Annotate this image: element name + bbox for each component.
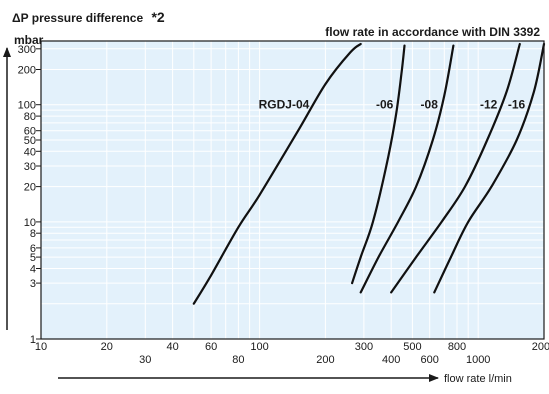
- series-label: RGDJ-04: [259, 98, 310, 112]
- x-tick-label: 1000: [466, 354, 490, 366]
- x-tick-label: 10: [35, 341, 47, 353]
- y-tick-label: 60: [24, 126, 36, 138]
- x-tick-labels: 10 20 40 60 100 300 500 800 2000 30 80 200 400 600 100…: [35, 341, 549, 366]
- y-axis-unit: mbar: [14, 33, 44, 47]
- y-tick-label: 5: [30, 252, 36, 264]
- series-line: [351, 44, 406, 285]
- series-label: -12: [480, 98, 498, 112]
- x-tick-label: 300: [355, 341, 373, 353]
- y-tick-label: 1: [30, 334, 36, 346]
- y-tick-label: 30: [24, 161, 36, 173]
- x-tick-label: 400: [382, 354, 400, 366]
- x-tick-label: 800: [448, 341, 466, 353]
- chart-title: flow rate in accordance with DIN 3392: [325, 25, 540, 39]
- y-tick-label: 10: [24, 217, 36, 229]
- y-axis-label-text: ΔP pressure difference: [12, 11, 143, 25]
- plot-frame: [40, 40, 545, 340]
- y-tick-label: 6: [30, 243, 36, 255]
- x-axis-label: flow rate l/min: [444, 373, 512, 385]
- x-tick-label: 60: [205, 341, 217, 353]
- y-tick-label: 20: [24, 182, 36, 194]
- flow-curves: [192, 42, 546, 305]
- y-tick-label: 80: [24, 111, 36, 123]
- x-tick-label: 40: [166, 341, 178, 353]
- y-tick-label: 300: [18, 44, 36, 56]
- y-tick-label: 100: [18, 100, 36, 112]
- series-label: -16: [508, 98, 526, 112]
- y-tick-label: 8: [30, 228, 36, 240]
- series-line: [192, 42, 362, 305]
- plot-area: [41, 41, 544, 339]
- x-tick-label: 500: [403, 341, 421, 353]
- series-label: -06: [376, 98, 394, 112]
- y-tick-label: 3: [30, 278, 36, 290]
- series-line: [433, 42, 546, 294]
- x-tick-label: 30: [139, 354, 151, 366]
- y-axis-label-marker: *2: [151, 9, 164, 25]
- x-tick-label: 600: [421, 354, 439, 366]
- x-tick-label: 200: [316, 354, 334, 366]
- series-label: -08: [421, 98, 439, 112]
- x-tick-label: 80: [232, 354, 244, 366]
- x-tick-label: 20: [101, 341, 113, 353]
- x-tick-label: 100: [250, 341, 268, 353]
- y-tick-label: 200: [18, 65, 36, 77]
- series-labels: RGDJ-04 -06 -08 -12 -16: [259, 98, 526, 112]
- y-tick-label: 50: [24, 135, 36, 147]
- series-line: [390, 42, 521, 294]
- x-tick-label: 2000: [532, 341, 549, 353]
- y-axis-label: ΔP pressure difference *2: [12, 9, 165, 25]
- y-tick-label: 4: [30, 264, 36, 276]
- series-line: [359, 44, 455, 294]
- y-tick-label: 40: [24, 146, 36, 158]
